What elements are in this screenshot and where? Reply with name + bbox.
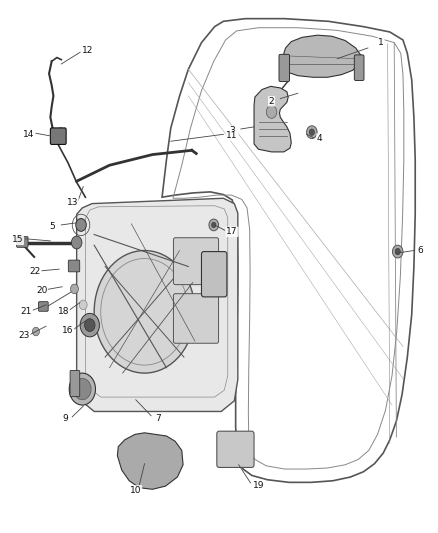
Text: 10: 10: [130, 486, 141, 495]
Text: 7: 7: [155, 414, 161, 423]
Text: 23: 23: [18, 332, 30, 340]
Circle shape: [395, 248, 400, 255]
FancyBboxPatch shape: [217, 431, 254, 467]
Text: 16: 16: [62, 326, 74, 335]
FancyBboxPatch shape: [201, 252, 227, 297]
FancyBboxPatch shape: [68, 260, 80, 272]
Circle shape: [309, 129, 314, 135]
Text: 4: 4: [317, 134, 322, 143]
FancyBboxPatch shape: [173, 294, 219, 343]
Polygon shape: [117, 433, 183, 489]
Circle shape: [79, 300, 87, 310]
Text: 2: 2: [269, 97, 274, 106]
Text: 21: 21: [21, 308, 32, 316]
Text: 17: 17: [226, 228, 238, 236]
Text: 20: 20: [36, 286, 47, 295]
FancyBboxPatch shape: [17, 237, 28, 247]
Polygon shape: [254, 86, 291, 152]
Circle shape: [266, 106, 277, 118]
Circle shape: [71, 284, 78, 294]
FancyBboxPatch shape: [70, 370, 80, 397]
Text: 5: 5: [49, 222, 56, 231]
Circle shape: [71, 236, 82, 249]
Circle shape: [307, 126, 317, 139]
Text: 1: 1: [378, 38, 384, 47]
FancyBboxPatch shape: [354, 55, 364, 80]
Text: 18: 18: [58, 308, 69, 316]
Text: 12: 12: [82, 46, 93, 55]
Text: 9: 9: [63, 414, 69, 423]
Text: 14: 14: [23, 130, 34, 139]
Circle shape: [85, 319, 95, 332]
Polygon shape: [77, 198, 238, 411]
Circle shape: [80, 313, 99, 337]
FancyBboxPatch shape: [39, 302, 48, 311]
Circle shape: [212, 222, 216, 228]
FancyBboxPatch shape: [173, 238, 219, 285]
Circle shape: [55, 128, 66, 141]
Text: 3: 3: [229, 126, 235, 135]
Circle shape: [76, 219, 86, 231]
Circle shape: [94, 251, 195, 373]
Circle shape: [74, 378, 91, 400]
Text: 11: 11: [226, 132, 238, 140]
Text: 13: 13: [67, 198, 78, 207]
Circle shape: [209, 219, 219, 231]
Text: 15: 15: [12, 236, 23, 244]
Text: 6: 6: [417, 246, 424, 255]
Circle shape: [32, 327, 39, 336]
FancyBboxPatch shape: [279, 54, 290, 82]
Circle shape: [69, 373, 95, 405]
Text: 19: 19: [253, 481, 264, 489]
Circle shape: [392, 245, 403, 258]
Text: 22: 22: [29, 268, 41, 276]
Polygon shape: [280, 35, 361, 77]
FancyBboxPatch shape: [50, 128, 66, 144]
